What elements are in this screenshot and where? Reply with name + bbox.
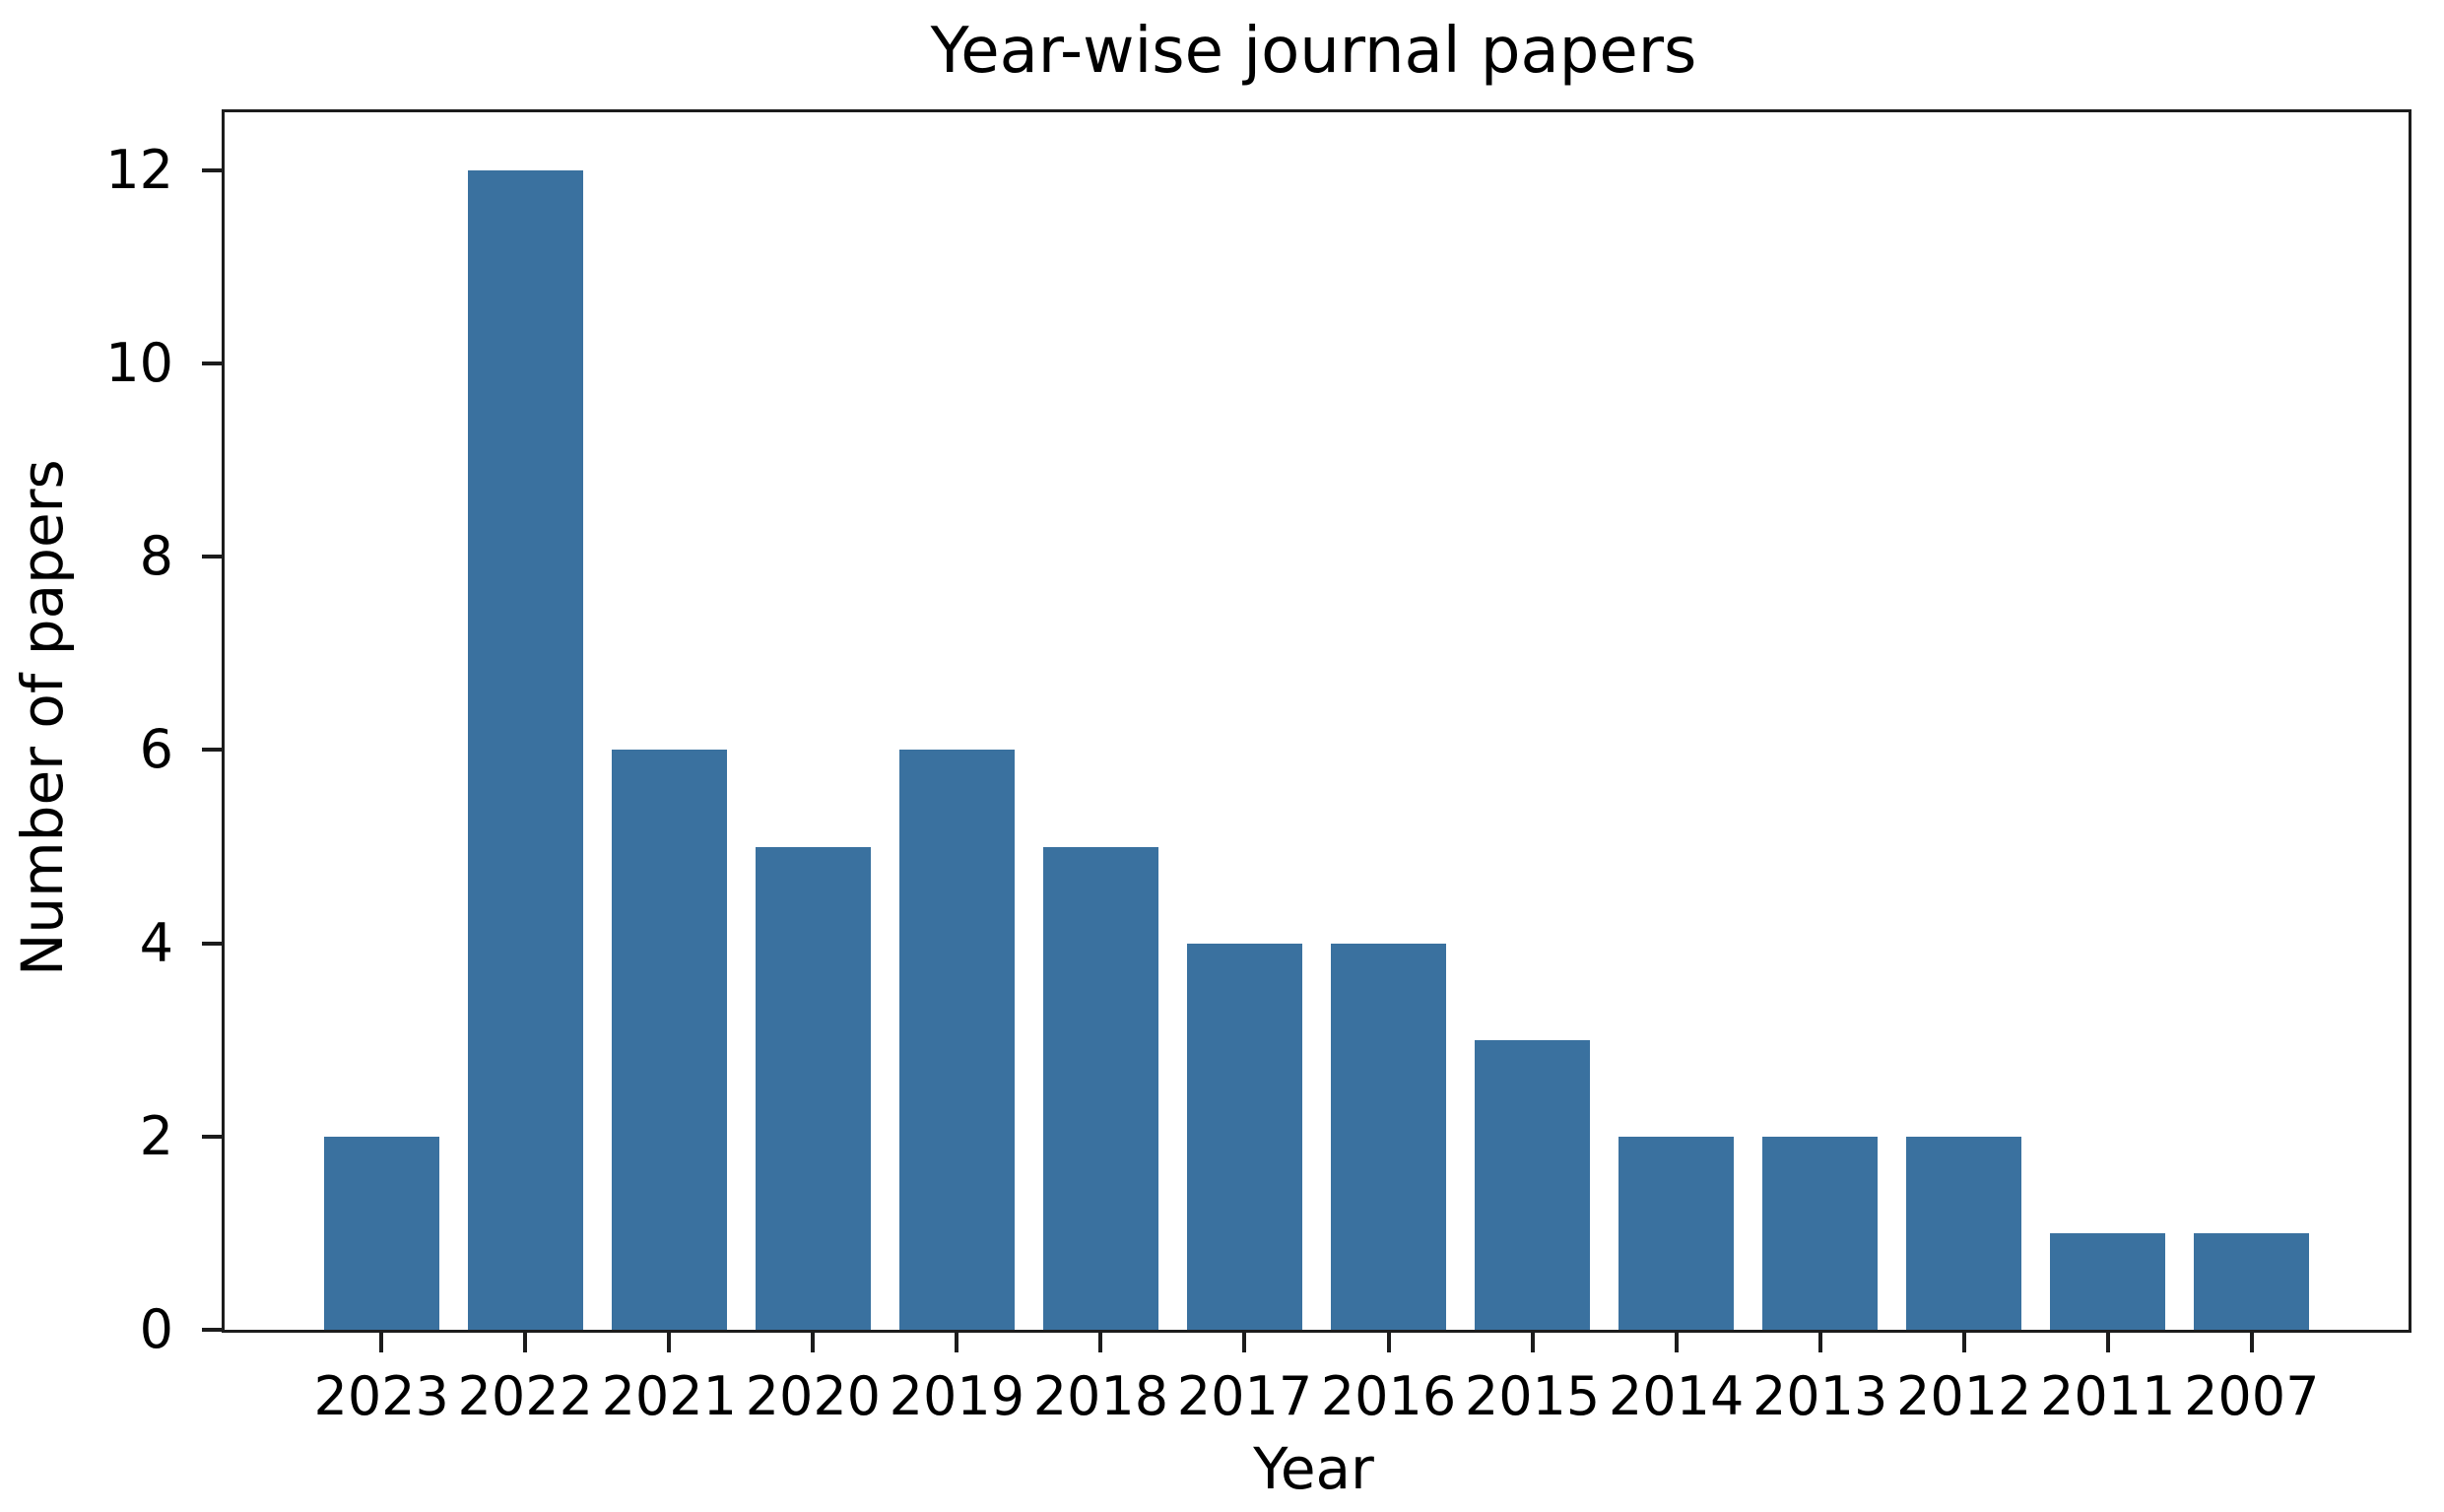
bar-2015 [1475,1039,1590,1330]
y-tick-mark [202,1328,222,1332]
y-axis-label: Number of papers [9,459,76,977]
x-tick-label: 2022 [457,1365,593,1427]
bar-2022 [467,169,583,1330]
x-tick-label: 2015 [1464,1365,1601,1427]
y-tick-mark [202,362,222,366]
bar-2017 [1187,943,1302,1330]
y-tick-label: 10 [105,332,173,395]
x-tick-mark [1098,1333,1103,1352]
y-tick-label: 6 [139,718,173,781]
y-tick-label: 4 [139,911,173,974]
x-tick-label: 2013 [1751,1365,1888,1427]
chart-title: Year-wise journal papers [930,15,1697,88]
y-tick-label: 2 [139,1104,173,1167]
x-tick-mark [1386,1333,1391,1352]
y-tick-mark [202,1134,222,1139]
bar-2016 [1331,943,1446,1330]
x-tick-label: 2017 [1176,1365,1313,1427]
x-tick-mark [955,1333,959,1352]
x-tick-label: 2021 [601,1365,737,1427]
x-tick-label: 2014 [1608,1365,1745,1427]
x-tick-mark [2249,1333,2254,1352]
bar-2014 [1618,1136,1735,1330]
x-tick-label: 2007 [2184,1365,2320,1427]
x-tick-mark [1817,1333,1822,1352]
y-tick-label: 8 [139,525,173,588]
x-tick-label: 2016 [1320,1365,1457,1427]
x-tick-mark [1674,1333,1679,1352]
x-tick-mark [379,1333,384,1352]
bar-2011 [2050,1232,2166,1330]
y-tick-mark [202,555,222,559]
x-tick-label: 2023 [313,1365,449,1427]
y-tick-label: 12 [105,138,173,201]
x-axis-label: Year [1253,1435,1374,1502]
x-tick-mark [1530,1333,1535,1352]
x-tick-label: 2020 [745,1365,882,1427]
y-tick-mark [202,167,222,172]
x-tick-mark [2105,1333,2110,1352]
x-tick-label: 2019 [889,1365,1025,1427]
bar-2019 [898,750,1015,1330]
x-tick-mark [1242,1333,1247,1352]
y-tick-mark [202,748,222,753]
y-tick-label: 0 [139,1298,173,1360]
x-tick-mark [667,1333,672,1352]
x-tick-mark [1961,1333,1966,1352]
bar-2013 [1762,1136,1879,1330]
x-tick-label: 2011 [2040,1365,2176,1427]
bar-2020 [755,846,871,1330]
bar-2007 [2194,1232,2310,1330]
bar-2023 [323,1136,439,1330]
plot-area: 2023 2022 2021 2020 2019 2018 2017 2016 2015 2014… [105,109,2411,1423]
x-tick-mark [811,1333,816,1352]
x-tick-mark [523,1333,528,1352]
x-tick-label: 2012 [1895,1365,2032,1427]
bar-2012 [1906,1136,2022,1330]
bar-2018 [1043,846,1158,1330]
x-tick-label: 2018 [1032,1365,1169,1427]
bar-2021 [611,750,727,1330]
y-tick-mark [202,941,222,946]
